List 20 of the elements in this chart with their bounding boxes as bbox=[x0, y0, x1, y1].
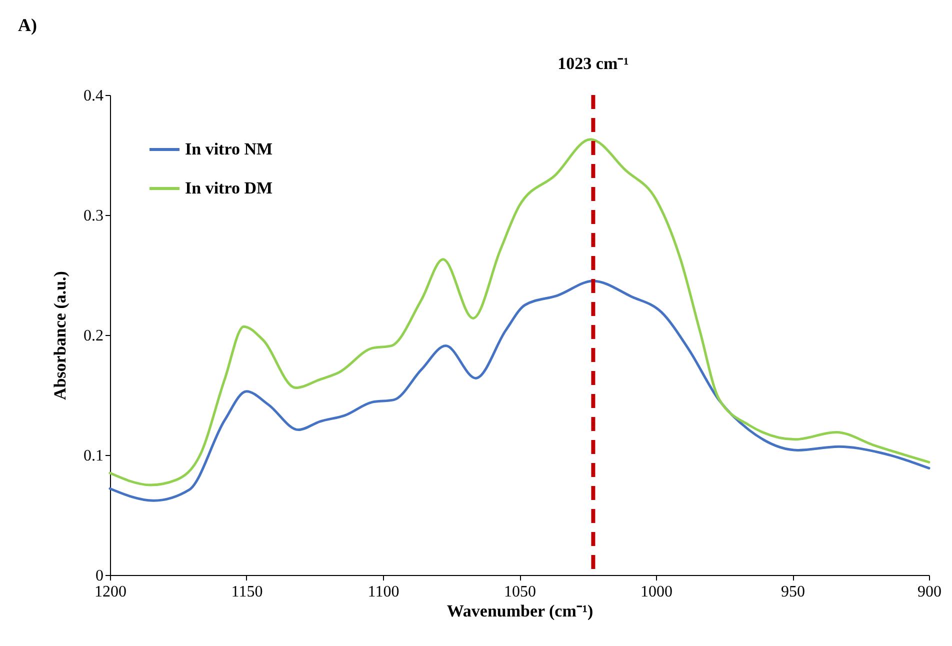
ref-line-label: 1023 cm⁻¹ bbox=[558, 54, 629, 73]
x-tick-label: 900 bbox=[918, 584, 942, 600]
x-tick-label: 1150 bbox=[231, 584, 263, 600]
y-axis-title: Absorbance (a.u.) bbox=[50, 271, 70, 400]
x-tick-label: 1200 bbox=[94, 584, 126, 600]
x-tick-label: 1100 bbox=[368, 584, 400, 600]
text: A) bbox=[18, 15, 37, 35]
legend-label: In vitro NM bbox=[185, 140, 273, 158]
x-axis-title: Wavenumber (cm⁻¹) bbox=[446, 602, 594, 620]
line-series bbox=[108, 280, 930, 502]
y-tick-label: 0.1 bbox=[84, 448, 104, 464]
y-tick-label: 0.2 bbox=[84, 328, 104, 344]
y-tick-label: 0.4 bbox=[84, 88, 104, 104]
x-tick-label: 950 bbox=[781, 584, 805, 600]
x-tick-label: 1000 bbox=[640, 584, 672, 600]
x-tick-label: 1050 bbox=[504, 584, 536, 600]
y-tick-label: 0.3 bbox=[84, 208, 104, 224]
line-series bbox=[108, 138, 930, 486]
legend-label: In vitro DM bbox=[185, 178, 273, 198]
y-tick-label: 0 bbox=[96, 568, 104, 584]
